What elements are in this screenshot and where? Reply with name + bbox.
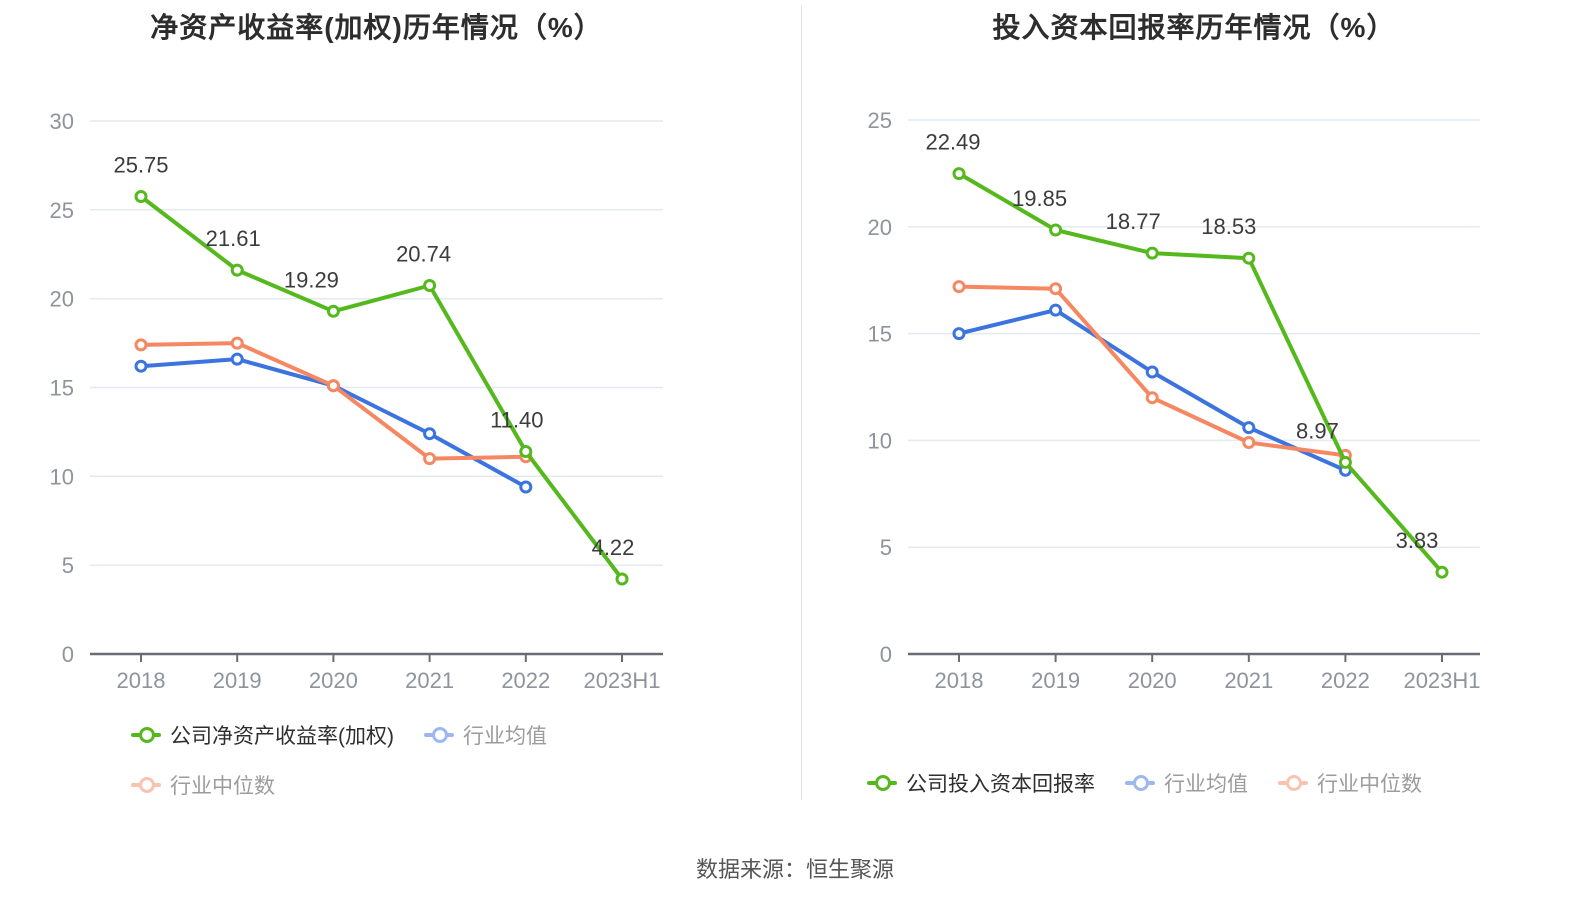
svg-text:2018: 2018 (117, 668, 166, 693)
legend-label: 公司投入资本回报率 (906, 773, 1095, 796)
svg-text:2022: 2022 (501, 668, 550, 693)
legend-label: 行业均值 (1164, 773, 1248, 796)
line-series-marker-icon (131, 777, 161, 793)
svg-text:8.97: 8.97 (1296, 418, 1339, 443)
panel-divider (801, 6, 802, 800)
roic-chart-legend: 公司投入资本回报率 行业均值 行业中位数 (867, 768, 1422, 798)
svg-text:2020: 2020 (1128, 668, 1177, 693)
legend-item-industry-mean[interactable]: 行业均值 (1125, 768, 1248, 798)
svg-text:11.40: 11.40 (490, 408, 543, 433)
svg-text:2021: 2021 (1224, 668, 1273, 693)
svg-text:25.75: 25.75 (113, 153, 168, 178)
svg-text:21.61: 21.61 (206, 226, 261, 251)
roic-chart-panel: 投入资本回报率历年情况（%） 0 5 10 15 20 25 2018 2019 2020 202… (795, 0, 1590, 810)
legend-label: 行业中位数 (170, 775, 275, 798)
svg-text:0: 0 (62, 642, 74, 667)
svg-text:4.22: 4.22 (592, 535, 635, 560)
roic-line-chart: 0 5 10 15 20 25 2018 2019 2020 2021 2022 2023H1 22.4… (868, 108, 1481, 693)
svg-text:2023H1: 2023H1 (1403, 668, 1480, 693)
svg-text:2022: 2022 (1321, 668, 1370, 693)
roe-chart-title: 净资产收益率(加权)历年情况（%） (150, 12, 603, 43)
line-series-marker-icon (1125, 775, 1155, 791)
roe-chart-legend: 公司净资产收益率(加权) 行业均值行业中位数 (131, 720, 547, 800)
line-series-marker-icon (1278, 775, 1308, 791)
legend-item-company[interactable]: 公司投入资本回报率 (867, 768, 1095, 798)
legend-label: 行业中位数 (1317, 773, 1422, 796)
svg-text:30: 30 (50, 109, 74, 134)
svg-text:15: 15 (50, 376, 74, 401)
svg-text:2019: 2019 (213, 668, 262, 693)
svg-text:18.53: 18.53 (1201, 214, 1256, 239)
svg-text:2023H1: 2023H1 (583, 668, 660, 693)
legend-item-industry-median[interactable]: 行业中位数 (131, 770, 275, 800)
svg-text:2018: 2018 (935, 668, 984, 693)
svg-text:20.74: 20.74 (396, 242, 451, 267)
svg-text:5: 5 (62, 553, 74, 578)
legend-row: 公司净资产收益率(加权) 行业均值 (131, 720, 547, 750)
svg-text:5: 5 (880, 535, 892, 560)
legend-item-industry-median[interactable]: 行业中位数 (1278, 768, 1422, 798)
svg-text:10: 10 (868, 428, 892, 453)
svg-text:22.49: 22.49 (925, 130, 980, 155)
svg-text:25: 25 (50, 198, 74, 223)
svg-text:25: 25 (868, 108, 892, 133)
data-source-note: 数据来源：恒生聚源 (695, 857, 894, 882)
svg-text:2021: 2021 (405, 668, 454, 693)
legend-row: 公司投入资本回报率 行业均值 行业中位数 (867, 768, 1422, 798)
roe-line-chart: 0 5 10 15 20 25 30 2018 2019 2020 2021 2022 2023H1 25… (50, 109, 663, 693)
legend-row: 行业中位数 (131, 770, 547, 800)
legend-item-company[interactable]: 公司净资产收益率(加权) (131, 720, 394, 750)
svg-text:10: 10 (50, 464, 74, 489)
svg-text:3.83: 3.83 (1396, 528, 1439, 553)
svg-text:19.85: 19.85 (1012, 186, 1067, 211)
line-series-marker-icon (867, 775, 897, 791)
legend-item-industry-mean[interactable]: 行业均值 (424, 720, 547, 750)
svg-text:2019: 2019 (1031, 668, 1080, 693)
svg-text:0: 0 (880, 642, 892, 667)
svg-text:19.29: 19.29 (284, 267, 339, 292)
svg-text:20: 20 (868, 215, 892, 240)
roe-chart-panel: 净资产收益率(加权)历年情况（%） 0 5 10 15 20 25 30 2018 2019 20… (0, 0, 795, 810)
line-series-marker-icon (424, 727, 454, 743)
svg-text:18.77: 18.77 (1106, 209, 1161, 234)
svg-text:2020: 2020 (309, 668, 358, 693)
svg-text:15: 15 (868, 322, 892, 347)
line-series-marker-icon (131, 727, 161, 743)
legend-label: 行业均值 (463, 725, 547, 748)
legend-label: 公司净资产收益率(加权) (170, 725, 394, 748)
svg-text:20: 20 (50, 287, 74, 312)
roic-chart-title: 投入资本回报率历年情况（%） (992, 12, 1396, 43)
